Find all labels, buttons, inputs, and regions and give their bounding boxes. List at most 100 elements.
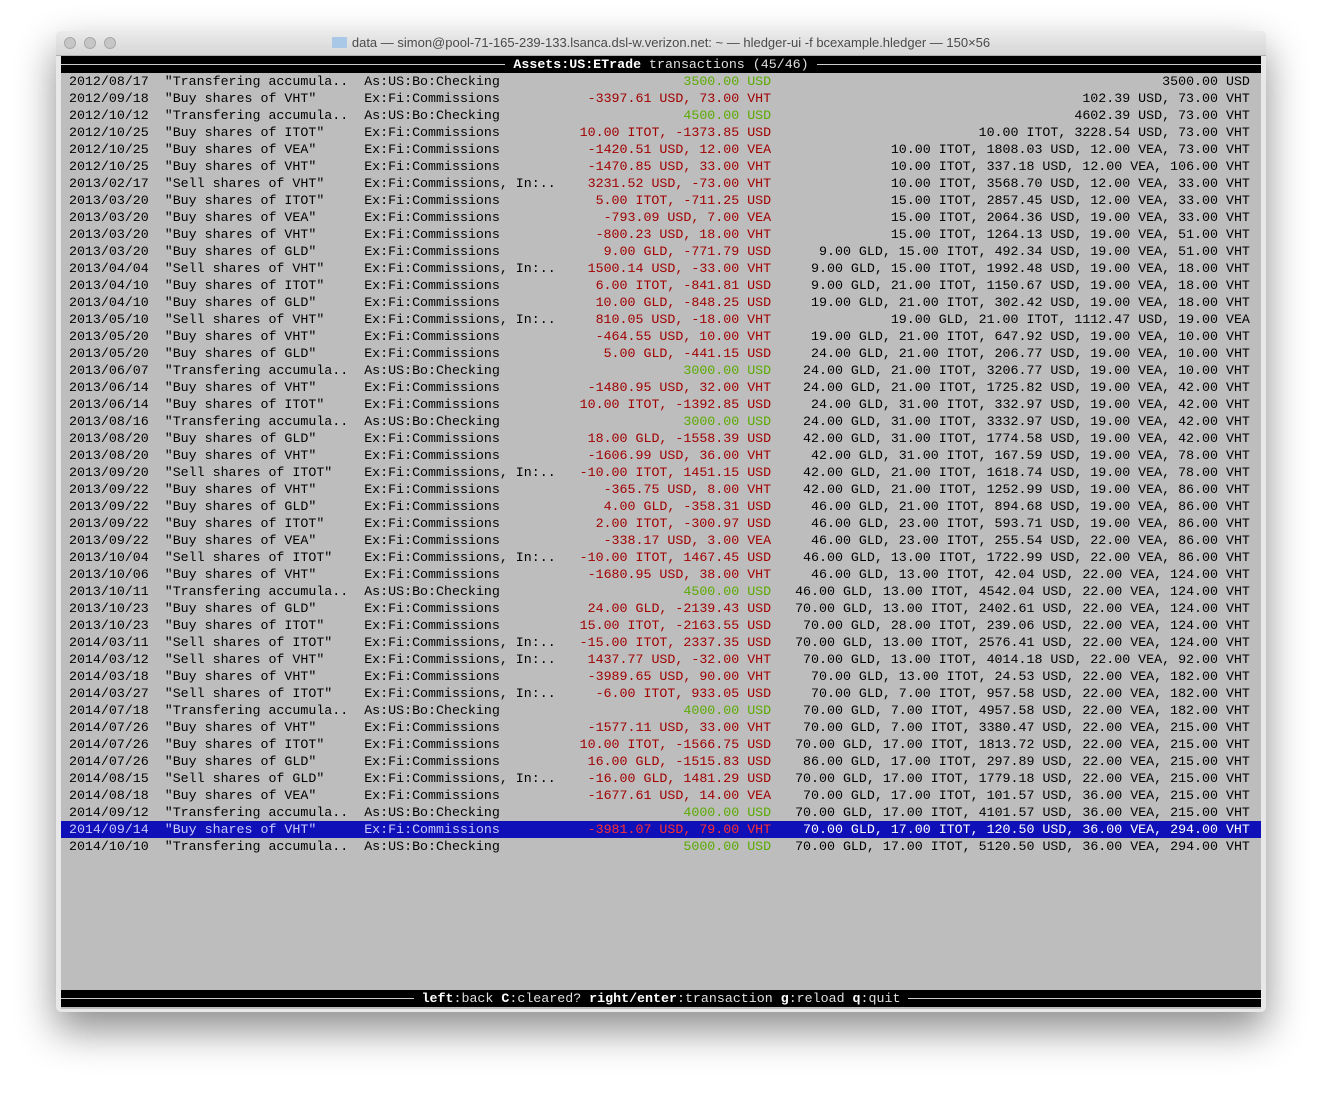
transaction-row[interactable]: 2014/03/11 "Sell shares of ITOT" Ex:Fi:Com… bbox=[61, 634, 1261, 651]
transaction-row[interactable]: 2014/07/26 "Buy shares of ITOT" Ex:Fi:Comm… bbox=[61, 736, 1261, 753]
description: "Buy shares of VHT" bbox=[164, 159, 317, 174]
other-accounts: Ex:Fi:Commissions bbox=[364, 448, 500, 463]
transaction-row[interactable]: 2013/08/20 "Buy shares of VHT" Ex:Fi:Commi… bbox=[61, 447, 1261, 464]
description: "Sell shares of GLD" bbox=[164, 771, 325, 786]
transaction-row[interactable]: 2013/03/20 "Buy shares of VEA" Ex:Fi:Commi… bbox=[61, 209, 1261, 226]
transaction-row[interactable]: 2013/09/22 "Buy shares of VHT" Ex:Fi:Commi… bbox=[61, 481, 1261, 498]
running-balance: 19.00 GLD, 21.00 ITOT, 1112.47 USD, 19.0… bbox=[890, 312, 1250, 327]
transaction-row[interactable]: 2013/04/10 "Buy shares of GLD" Ex:Fi:Commi… bbox=[61, 294, 1261, 311]
transaction-row[interactable]: 2013/09/22 "Buy shares of GLD" Ex:Fi:Commi… bbox=[61, 498, 1261, 515]
transaction-row[interactable]: 2013/05/10 "Sell shares of VHT" Ex:Fi:Comm… bbox=[61, 311, 1261, 328]
transaction-row[interactable]: 2014/09/14 "Buy shares of VHT" Ex:Fi:Commi… bbox=[61, 821, 1261, 838]
transaction-row[interactable]: 2012/10/25 "Buy shares of VEA" Ex:Fi:Commi… bbox=[61, 141, 1261, 158]
transaction-row[interactable]: 2014/08/15 "Sell shares of GLD" Ex:Fi:Comm… bbox=[61, 770, 1261, 787]
description: "Buy shares of ITOT" bbox=[164, 125, 325, 140]
transaction-row[interactable]: 2014/03/27 "Sell shares of ITOT" Ex:Fi:Com… bbox=[61, 685, 1261, 702]
date: 2013/08/16 bbox=[68, 414, 149, 429]
zoom-button[interactable] bbox=[104, 37, 116, 49]
transaction-row[interactable]: 2013/03/20 "Buy shares of VHT" Ex:Fi:Commi… bbox=[61, 226, 1261, 243]
running-balance: 24.00 GLD, 21.00 ITOT, 1725.82 USD, 19.0… bbox=[803, 380, 1250, 395]
transaction-row[interactable]: 2014/08/18 "Buy shares of VEA" Ex:Fi:Commi… bbox=[61, 787, 1261, 804]
terminal-screen[interactable]: Assets:US:ETrade transactions (45/46) 20… bbox=[61, 56, 1262, 1009]
transaction-row[interactable]: 2013/09/20 "Sell shares of ITOT" Ex:Fi:Com… bbox=[61, 464, 1261, 481]
running-balance: 70.00 GLD, 7.00 ITOT, 4957.58 USD, 22.00… bbox=[803, 703, 1250, 718]
row-padding bbox=[61, 141, 69, 158]
date: 2013/09/22 bbox=[68, 499, 149, 514]
description: "Transfering accumula.. bbox=[164, 805, 349, 820]
other-accounts: As:US:Bo:Checking bbox=[364, 584, 500, 599]
other-accounts: Ex:Fi:Commissions bbox=[364, 822, 500, 837]
transaction-row[interactable]: 2013/09/22 "Buy shares of ITOT" Ex:Fi:Comm… bbox=[61, 515, 1261, 532]
description: "Buy shares of GLD" bbox=[164, 295, 317, 310]
transaction-row[interactable]: 2013/10/23 "Buy shares of ITOT" Ex:Fi:Comm… bbox=[61, 617, 1261, 634]
running-balance: 70.00 GLD, 7.00 ITOT, 3380.47 USD, 22.00… bbox=[803, 720, 1250, 735]
transaction-row[interactable]: 2014/10/10 "Transfering accumula.. As:US:B… bbox=[61, 838, 1261, 855]
transaction-row[interactable]: 2013/05/20 "Buy shares of VHT" Ex:Fi:Commi… bbox=[61, 328, 1261, 345]
transaction-row[interactable]: 2013/10/23 "Buy shares of GLD" Ex:Fi:Commi… bbox=[61, 600, 1261, 617]
transaction-row[interactable]: 2013/08/16 "Transfering accumula.. As:US:B… bbox=[61, 413, 1261, 430]
transaction-row[interactable]: 2013/06/07 "Transfering accumula.. As:US:B… bbox=[61, 362, 1261, 379]
running-balance: 10.00 ITOT, 337.18 USD, 12.00 VEA, 106.0… bbox=[890, 159, 1250, 174]
description: "Sell shares of VHT" bbox=[164, 312, 325, 327]
window-controls bbox=[64, 37, 116, 49]
other-accounts: Ex:Fi:Commissions, In:.. bbox=[364, 635, 556, 650]
transaction-row[interactable]: 2014/07/26 "Buy shares of GLD" Ex:Fi:Commi… bbox=[61, 753, 1261, 770]
other-accounts: Ex:Fi:Commissions, In:.. bbox=[364, 261, 556, 276]
transaction-row[interactable]: 2013/06/14 "Buy shares of ITOT" Ex:Fi:Comm… bbox=[61, 396, 1261, 413]
transaction-row[interactable]: 2012/08/17 "Transfering accumula.. As:US:B… bbox=[61, 73, 1261, 90]
transaction-row[interactable]: 2012/10/12 "Transfering accumula.. As:US:B… bbox=[61, 107, 1261, 124]
date: 2013/09/20 bbox=[68, 465, 149, 480]
running-balance: 70.00 GLD, 28.00 ITOT, 239.06 USD, 22.00… bbox=[803, 618, 1250, 633]
transaction-row[interactable]: 2012/10/25 "Buy shares of VHT" Ex:Fi:Commi… bbox=[61, 158, 1261, 175]
other-accounts: Ex:Fi:Commissions bbox=[364, 295, 500, 310]
transaction-row[interactable]: 2013/09/22 "Buy shares of VEA" Ex:Fi:Commi… bbox=[61, 532, 1261, 549]
header-count: (45/46) bbox=[752, 57, 809, 72]
row-padding bbox=[61, 260, 69, 277]
transaction-row[interactable]: 2014/07/26 "Buy shares of VHT" Ex:Fi:Commi… bbox=[61, 719, 1261, 736]
transaction-row[interactable]: 2013/10/11 "Transfering accumula.. As:US:B… bbox=[61, 583, 1261, 600]
transaction-row[interactable]: 2013/03/20 "Buy shares of ITOT" Ex:Fi:Comm… bbox=[61, 192, 1261, 209]
running-balance: 70.00 GLD, 17.00 ITOT, 101.57 USD, 36.00… bbox=[803, 788, 1250, 803]
row-padding bbox=[61, 498, 69, 515]
change-amount: 15.00 ITOT, -2163.55 USD bbox=[579, 618, 772, 633]
transaction-row[interactable]: 2012/09/18 "Buy shares of VHT" Ex:Fi:Commi… bbox=[61, 90, 1261, 107]
date: 2013/10/06 bbox=[68, 567, 149, 582]
other-accounts: Ex:Fi:Commissions bbox=[364, 669, 500, 684]
transaction-row[interactable]: 2012/10/25 "Buy shares of ITOT" Ex:Fi:Comm… bbox=[61, 124, 1261, 141]
row-padding bbox=[61, 107, 69, 124]
running-balance: 24.00 GLD, 21.00 ITOT, 3206.77 USD, 19.0… bbox=[803, 363, 1250, 378]
description: "Buy shares of VHT" bbox=[164, 822, 317, 837]
description: "Sell shares of ITOT" bbox=[164, 550, 333, 565]
close-button[interactable] bbox=[64, 37, 76, 49]
date: 2013/05/20 bbox=[68, 346, 149, 361]
transaction-row[interactable]: 2013/03/20 "Buy shares of GLD" Ex:Fi:Commi… bbox=[61, 243, 1261, 260]
transaction-row[interactable]: 2014/07/18 "Transfering accumula.. As:US:B… bbox=[61, 702, 1261, 719]
transaction-row[interactable]: 2014/03/18 "Buy shares of VHT" Ex:Fi:Commi… bbox=[61, 668, 1261, 685]
transaction-row[interactable]: 2014/09/12 "Transfering accumula.. As:US:B… bbox=[61, 804, 1261, 821]
transaction-row[interactable]: 2013/05/20 "Buy shares of GLD" Ex:Fi:Commi… bbox=[61, 345, 1261, 362]
row-padding bbox=[61, 226, 69, 243]
change-amount: 4500.00 USD bbox=[683, 108, 772, 123]
transaction-row[interactable]: 2014/03/12 "Sell shares of VHT" Ex:Fi:Comm… bbox=[61, 651, 1261, 668]
date: 2012/10/25 bbox=[68, 142, 149, 157]
transaction-row[interactable]: 2013/04/04 "Sell shares of VHT" Ex:Fi:Comm… bbox=[61, 260, 1261, 277]
other-accounts: Ex:Fi:Commissions bbox=[364, 567, 500, 582]
other-accounts: Ex:Fi:Commissions bbox=[364, 618, 500, 633]
transaction-row[interactable]: 2013/06/14 "Buy shares of VHT" Ex:Fi:Commi… bbox=[61, 379, 1261, 396]
other-accounts: Ex:Fi:Commissions bbox=[364, 125, 500, 140]
running-balance: 70.00 GLD, 17.00 ITOT, 4101.57 USD, 36.0… bbox=[795, 805, 1250, 820]
minimize-button[interactable] bbox=[84, 37, 96, 49]
description: "Buy shares of VHT" bbox=[164, 380, 317, 395]
change-amount: -16.00 GLD, 1481.29 USD bbox=[587, 771, 772, 786]
other-accounts: Ex:Fi:Commissions bbox=[364, 754, 500, 769]
transaction-row[interactable]: 2013/04/10 "Buy shares of ITOT" Ex:Fi:Comm… bbox=[61, 277, 1261, 294]
terminal-window: data — simon@pool-71-165-239-133.lsanca.… bbox=[56, 31, 1266, 1012]
change-amount: -1470.85 USD, 33.00 VHT bbox=[587, 159, 772, 174]
running-balance: 15.00 ITOT, 2857.45 USD, 12.00 VEA, 33.0… bbox=[890, 193, 1250, 208]
window-title-text: data — simon@pool-71-165-239-133.lsanca.… bbox=[351, 35, 991, 50]
change-amount: -1577.11 USD, 33.00 VHT bbox=[587, 720, 772, 735]
transaction-row[interactable]: 2013/02/17 "Sell shares of VHT" Ex:Fi:Comm… bbox=[61, 175, 1261, 192]
transaction-row[interactable]: 2013/08/20 "Buy shares of GLD" Ex:Fi:Commi… bbox=[61, 430, 1261, 447]
transaction-row[interactable]: 2013/10/06 "Buy shares of VHT" Ex:Fi:Commi… bbox=[61, 566, 1261, 583]
transaction-row[interactable]: 2013/10/04 "Sell shares of ITOT" Ex:Fi:Com… bbox=[61, 549, 1261, 566]
